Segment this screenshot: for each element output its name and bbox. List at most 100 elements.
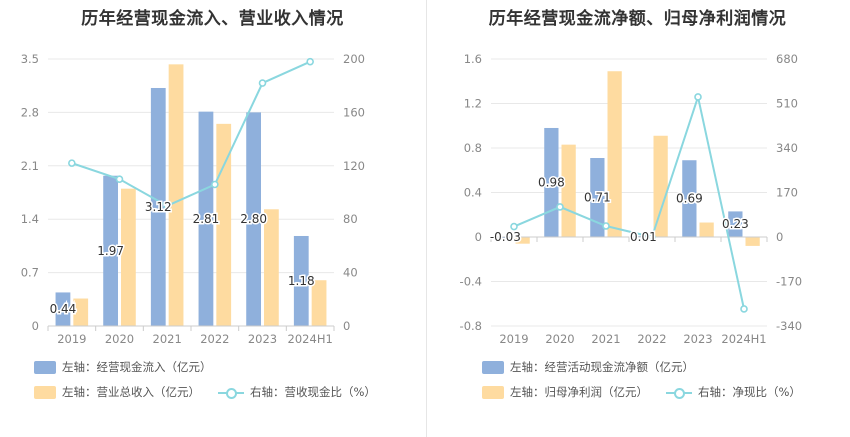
legend-label-revenue: 左轴：营业总收入（亿元）	[62, 385, 200, 399]
right-right-tick-label: -340	[776, 319, 802, 333]
left-ratio-point	[163, 202, 171, 210]
right-data-label: 0.23	[722, 217, 749, 231]
left-ratio-point	[306, 57, 314, 66]
left-bar-series2	[264, 209, 279, 326]
right-bar-series2	[515, 237, 530, 244]
legend-item-revenue[interactable]: 左轴：营业总收入（亿元）	[34, 384, 200, 400]
left-data-label: 2.80	[240, 212, 267, 226]
left-data-label: 1.18	[288, 274, 315, 288]
legend-item-revenue-cash-ratio[interactable]: 右轴：营收现金比（%）	[218, 384, 376, 400]
right-right-tick-label: 0	[776, 230, 783, 244]
right-chart-title: 历年经营现金流净额、归母净利润情况	[488, 9, 787, 29]
right-right-tick-label: 510	[776, 97, 798, 111]
legend-item-net-cash-ratio[interactable]: 右轴：净现比（%）	[666, 384, 801, 400]
left-bar-series1	[55, 292, 71, 326]
left-data-label: 1.97	[97, 244, 124, 258]
right-data-label: -0.03	[490, 230, 521, 244]
left-x-tick-label: 2024H1	[288, 332, 333, 346]
left-left-tick-label: 0.7	[21, 266, 39, 280]
right-left-tick-label: 0.4	[464, 186, 482, 200]
left-right-tick-label: 160	[343, 105, 365, 119]
legend-label-cash-inflow: 左轴：经营现金流入（亿元）	[62, 360, 212, 374]
left-left-tick-label: 2.1	[21, 159, 39, 173]
right-x-tick-label: 2022	[637, 332, 666, 346]
left-bar-series1	[198, 111, 214, 326]
right-left-tick-label: 1.6	[464, 52, 482, 66]
left-right-tick-label: 0	[343, 319, 350, 333]
left-chart-panel: 历年经营现金流入、营业收入情况 0 0.7 1.4 2.1 2.8 3.5 0 40 80 120…	[21, 9, 376, 400]
left-bar-series2	[311, 280, 327, 326]
right-bar-series1	[728, 211, 743, 237]
right-x-tick-label: 2024H1	[721, 332, 766, 346]
right-left-tick-label: 0	[475, 230, 482, 244]
legend-swatch-cash-inflow	[34, 360, 56, 374]
right-data-label: 0.01	[630, 230, 657, 244]
legend-swatch-revenue	[34, 385, 56, 399]
legend-item-net-operating-cash[interactable]: 左轴：经营活动现金流净额（亿元）	[482, 359, 694, 375]
legend-swatch-net-operating-cash	[482, 360, 504, 374]
legend-label-net-profit: 左轴：归母净利润（亿元）	[510, 385, 648, 399]
left-legend-row-1: 左轴：经营现金流入（亿元）	[34, 359, 230, 375]
left-data-label: 0.44	[50, 302, 77, 316]
legend-item-cash-inflow[interactable]: 左轴：经营现金流入（亿元）	[34, 359, 212, 375]
left-bar-series2	[121, 188, 136, 326]
left-right-tick-label: 40	[343, 266, 358, 280]
right-data-label: 0.69	[676, 192, 703, 206]
left-data-label: 2.81	[193, 212, 220, 226]
legend-swatch-revenue-cash-ratio	[218, 386, 244, 399]
left-bar-series2	[168, 64, 184, 326]
left-right-tick-label: 120	[343, 159, 365, 173]
left-ratio-point	[211, 180, 219, 189]
right-right-tick-label: 340	[776, 141, 798, 155]
right-ratio-point	[694, 93, 702, 101]
right-data-label: 0.71	[584, 191, 611, 205]
right-legend-row-2: 左轴：归母净利润（亿元） 右轴：净现比（%）	[482, 384, 819, 400]
right-chart-panel: 历年经营现金流净额、归母净利润情况 -0.8 -0.4 0 0.4 0.8 1.2 1.6 -…	[425, 0, 850, 437]
right-legend-row-1: 左轴：经营活动现金流净额（亿元）	[482, 359, 712, 375]
right-ratio-point	[602, 222, 610, 230]
left-ratio-point	[115, 175, 124, 183]
right-bar-series1	[636, 235, 651, 237]
left-bar-series2	[73, 298, 89, 326]
legend-label-net-cash-ratio: 右轴：净现比（%）	[698, 385, 801, 399]
left-x-tick-label: 2023	[248, 332, 277, 346]
panel-divider	[426, 0, 427, 437]
legend-label-revenue-cash-ratio: 右轴：营收现金比（%）	[250, 385, 376, 399]
right-right-tick-label: 680	[776, 52, 798, 66]
right-x-tick-label: 2020	[545, 332, 574, 346]
right-bar-series1	[682, 160, 697, 237]
right-ratio-point	[648, 233, 656, 241]
right-x-tick-label: 2021	[591, 332, 620, 346]
right-ratio-line	[513, 93, 745, 310]
right-data-label: 0.98	[538, 175, 565, 189]
left-bar-series1	[150, 87, 166, 326]
left-left-tick-label: 3.5	[21, 52, 39, 66]
legend-swatch-net-cash-ratio	[666, 386, 692, 399]
right-left-tick-label: -0.4	[460, 275, 482, 289]
right-ratio-point	[510, 222, 518, 231]
left-chart-svg: 0 0.7 1.4 2.1 2.8 3.5 0 40 80 120 160 200 2019 2020 20…	[21, 52, 365, 346]
left-right-tick-label: 80	[343, 212, 358, 226]
left-bar-series1	[246, 112, 261, 327]
left-left-tick-label: 0	[32, 319, 39, 333]
left-x-tick-label: 2020	[105, 332, 134, 346]
right-ratio-point	[556, 203, 564, 211]
right-ratio-point	[740, 305, 748, 313]
left-bar-series1	[103, 175, 118, 326]
left-bar-series1	[293, 235, 309, 326]
left-ratio-point	[68, 159, 76, 167]
legend-label-net-operating-cash: 左轴：经营活动现金流净额（亿元）	[510, 360, 694, 374]
right-x-tick-label: 2023	[683, 332, 712, 346]
legend-swatch-net-profit	[482, 385, 504, 399]
left-right-tick-label: 200	[343, 52, 365, 66]
right-bar-series2	[745, 237, 760, 246]
right-left-tick-label: -0.8	[460, 319, 482, 333]
legend-item-net-profit[interactable]: 左轴：归母净利润（亿元）	[482, 384, 648, 400]
right-bar-series2	[607, 71, 622, 237]
right-x-tick-label: 2019	[499, 332, 528, 346]
right-left-tick-label: 1.2	[464, 97, 482, 111]
left-ratio-line	[71, 60, 311, 207]
right-chart-svg: -0.8 -0.4 0 0.4 0.8 1.2 1.6 -340 -170 0 170 340 510 6…	[460, 52, 803, 346]
right-left-tick-label: 0.8	[464, 141, 482, 155]
left-x-tick-label: 2019	[57, 332, 86, 346]
